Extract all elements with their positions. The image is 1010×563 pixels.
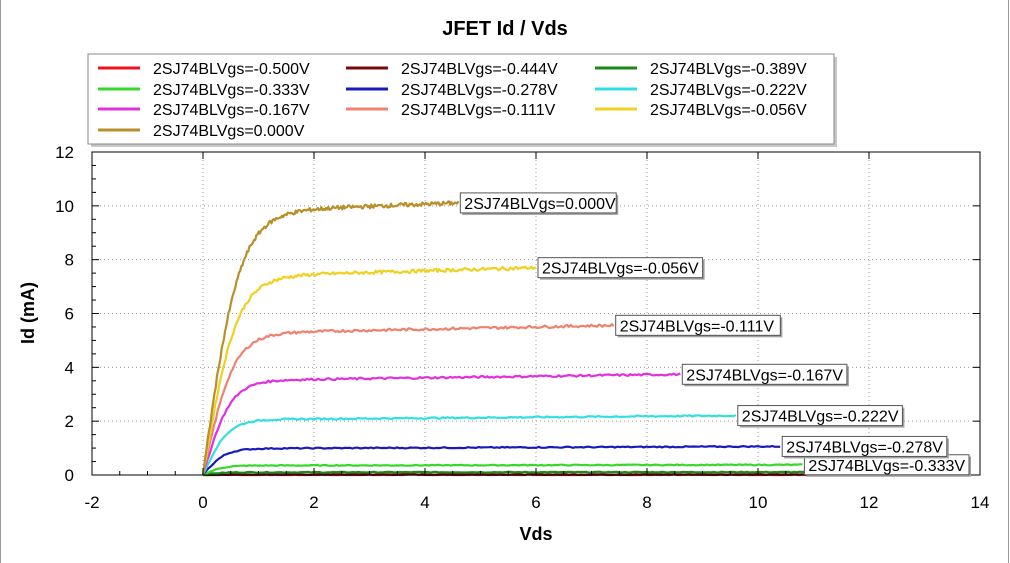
y-tick-label: 10 — [55, 197, 74, 216]
y-tick-label: 2 — [65, 412, 74, 431]
y-tick-label: 4 — [65, 358, 74, 377]
legend-box — [87, 53, 835, 145]
series-line-5 — [202, 414, 737, 476]
legend-label: 2SJ74BLVgs=-0.500V — [153, 61, 310, 78]
series-label-box — [537, 257, 704, 279]
x-tick-label: 10 — [749, 493, 768, 512]
y-tick-label: 8 — [65, 251, 74, 270]
series-line-6 — [201, 372, 681, 475]
series-label-text: 2SJ74BLVgs=-0.278V — [786, 439, 943, 456]
series-labels: 2SJ74BLVgs=-0.333V 2SJ74BLVgs=-0.278V 2SJ7… — [459, 192, 971, 477]
x-tick-label: 6 — [531, 493, 540, 512]
series-label-text: 2SJ74BLVgs=-0.222V — [742, 409, 899, 426]
legend-label: 2SJ74BLVgs=0.000V — [153, 123, 305, 140]
legend-label: 2SJ74BLVgs=-0.278V — [401, 82, 558, 99]
legend: 2SJ74BLVgs=-0.500V 2SJ74BLVgs=-0.444V 2SJ7… — [87, 53, 837, 147]
series-label-text: 2SJ74BLVgs=0.000V — [464, 196, 616, 213]
legend-label: 2SJ74BLVgs=-0.333V — [153, 82, 310, 99]
legend-label: 2SJ74BLVgs=-0.111V — [401, 102, 556, 119]
x-tick-label: 12 — [860, 493, 879, 512]
axis-ticks: -2 0 2 4 6 8 10 12 14 0 2 4 6 8 10 12 — [55, 143, 989, 512]
series-label-box — [681, 363, 848, 385]
x-tick-label: 8 — [642, 493, 651, 512]
y-tick-label: 6 — [65, 305, 74, 324]
legend-label: 2SJ74BLVgs=-0.389V — [650, 61, 807, 78]
series-label-box — [459, 192, 617, 214]
series-label-box — [737, 405, 903, 427]
legend-label: 2SJ74BLVgs=-0.222V — [650, 82, 807, 99]
series-label-box — [615, 314, 781, 336]
series-line-8 — [201, 265, 537, 474]
series-line-9 — [201, 200, 460, 476]
y-axis-title: Id (mA) — [18, 282, 38, 344]
plot-area: -2 0 2 4 6 8 10 12 14 0 2 4 6 8 10 12 2SJ74BLVgs=-0.333… — [55, 143, 989, 512]
x-tick-label: 0 — [198, 493, 207, 512]
legend-label: 2SJ74BLVgs=-0.167V — [153, 102, 310, 119]
x-tick-label: 4 — [420, 493, 429, 512]
legend-label: 2SJ74BLVgs=-0.056V — [650, 102, 807, 119]
series-label-text: 2SJ74BLVgs=-0.333V — [808, 458, 965, 475]
series-line-3 — [202, 463, 803, 476]
x-axis-title: Vds — [519, 524, 552, 544]
x-tick-label: 14 — [971, 493, 990, 512]
y-tick-label: 12 — [55, 143, 74, 162]
series-line-4 — [202, 444, 781, 476]
series-label-box — [781, 435, 948, 457]
chart-title: JFET Id / Vds — [442, 18, 568, 40]
x-tick-label: 2 — [309, 493, 318, 512]
series-label-text: 2SJ74BLVgs=-0.111V — [620, 318, 775, 335]
series-label-text: 2SJ74BLVgs=-0.056V — [542, 261, 699, 278]
series-line-7 — [201, 323, 615, 476]
y-tick-label: 0 — [65, 466, 74, 485]
series-label-text: 2SJ74BLVgs=-0.167V — [686, 367, 843, 384]
legend-label: 2SJ74BLVgs=-0.444V — [401, 61, 558, 78]
x-tick-label: -2 — [84, 493, 99, 512]
